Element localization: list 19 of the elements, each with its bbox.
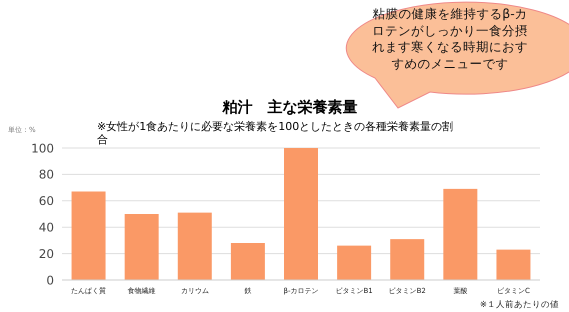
text: ※１人前あたりの値 [480,299,559,311]
y-tick-label: 0 [46,273,54,288]
bar [284,148,318,280]
y-tick-label: 60 [38,194,54,208]
y-tick-label: 100 [31,141,54,156]
bar [390,239,424,280]
bar [178,212,212,280]
y-tick-label: 80 [38,168,54,182]
bar [496,250,530,280]
bar [337,246,372,280]
bar [72,192,106,280]
y-tick-label: 40 [38,220,54,234]
bar [443,188,478,280]
y-tick-label: 20 [38,246,54,261]
text: 粘膜の健康を維持するβ-カロテンがしっかり一食分摂れます寒くなる時期におすすめのメニューです [371,6,529,72]
chart-subtitle: ※女性が1食あたりに必要な栄養素を100としたときの各種栄養素量の割合 [97,120,454,146]
bar [124,214,159,280]
bar [230,243,265,280]
chart-title: 粕汁 主な栄養素量 [221,98,358,117]
